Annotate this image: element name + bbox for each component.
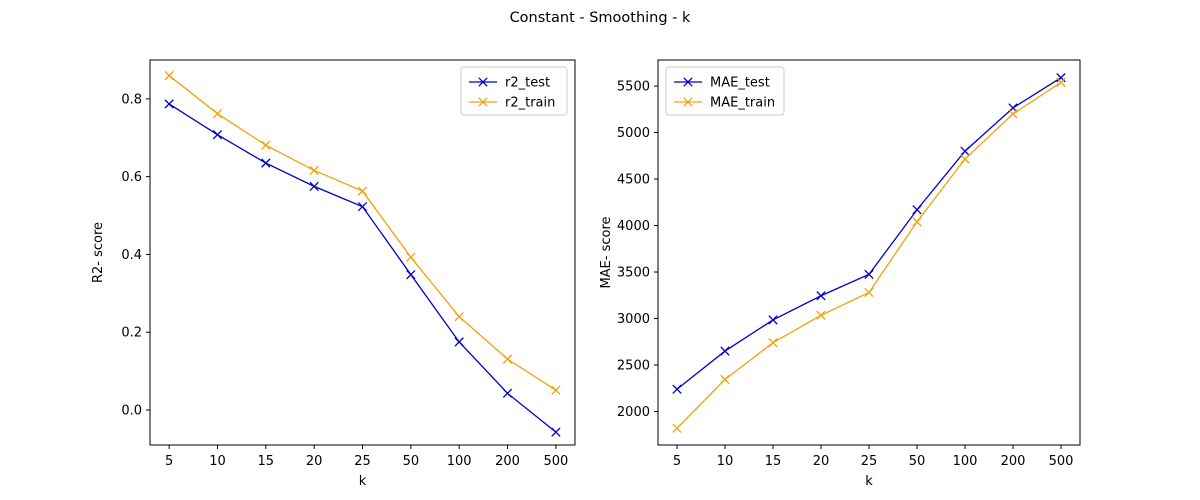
- data-point-mae-test: [768, 315, 778, 325]
- data-point-r2-test: [502, 388, 513, 398]
- y-tick-label: 0.4: [121, 248, 142, 263]
- data-point-mae-train: [864, 287, 874, 298]
- series-line-mae-test: [676, 77, 1062, 390]
- data-point-r2-train: [261, 140, 271, 150]
- y-tick-label: 5000: [617, 126, 650, 141]
- legend-box: [460, 66, 568, 116]
- y-tick-label: 5500: [617, 80, 650, 95]
- x-axis-label: k: [865, 474, 873, 489]
- x-tick-label: 5: [673, 454, 681, 469]
- legend-marker-r2-test: [478, 77, 488, 87]
- x-tick-label: 5: [165, 454, 173, 469]
- data-point-mae-test: [816, 291, 826, 301]
- y-axis-label: R2- score: [91, 222, 106, 283]
- y-tick-label: 2000: [617, 405, 650, 420]
- x-tick-label: 20: [306, 454, 323, 469]
- x-tick-label: 25: [354, 454, 371, 469]
- x-axis-label: k: [359, 474, 367, 489]
- x-tick-label: 50: [403, 454, 420, 469]
- data-point-r2-test: [261, 158, 271, 168]
- y-tick-label: 4000: [617, 219, 650, 234]
- y-tick-label: 2500: [617, 359, 650, 374]
- y-axis-label: MAE- score: [599, 216, 614, 288]
- data-point-r2-train: [406, 252, 416, 262]
- legend-label-r2-train: r2_train: [505, 96, 555, 111]
- x-tick-label: 20: [813, 454, 830, 469]
- data-point-mae-train: [720, 374, 730, 385]
- legend: MAE_test MAE_train: [665, 66, 785, 116]
- x-tick-label: 15: [258, 454, 275, 469]
- data-point-r2-train: [309, 165, 319, 176]
- x-tick-label: 10: [717, 454, 734, 469]
- data-point-r2-train: [551, 385, 561, 395]
- data-point-r2-test: [406, 270, 416, 280]
- figure-suptitle: Constant - Smoothing - k: [510, 10, 691, 26]
- data-point-mae-train: [912, 217, 922, 227]
- data-point-r2-test: [551, 427, 561, 437]
- x-tick-label: 500: [1049, 454, 1074, 469]
- y-tick-label: 4500: [617, 173, 650, 188]
- x-tick-label: 50: [909, 454, 926, 469]
- data-point-mae-test: [960, 146, 970, 156]
- data-point-r2-train: [357, 186, 368, 196]
- x-tick-label: 25: [861, 454, 878, 469]
- data-point-mae-test: [672, 384, 682, 394]
- x-tick-label: 15: [765, 454, 782, 469]
- chart-panel-2: 5 10 15 20 25 50 100 200 500 2000 2500 3000 3500 4000…: [599, 59, 1081, 489]
- legend-box: [665, 66, 785, 116]
- data-point-mae-train: [816, 310, 826, 320]
- data-point-r2-train: [454, 312, 464, 322]
- series-line-mae-train: [676, 81, 1062, 429]
- data-point-mae-train: [1008, 109, 1018, 119]
- legend-marker-mae-train: [683, 97, 693, 107]
- series-line-r2-train: [168, 75, 557, 391]
- data-point-r2-train: [164, 70, 174, 81]
- x-tick-label: 500: [543, 454, 568, 469]
- y-tick-label: 0.2: [121, 326, 142, 341]
- series-line-r2-test: [168, 103, 557, 433]
- y-tick-label: 3000: [617, 312, 650, 327]
- x-tick-label: 10: [209, 454, 226, 469]
- x-tick-label: 200: [1001, 454, 1026, 469]
- x-tick-label: 200: [495, 454, 520, 469]
- legend: r2_test r2_train: [460, 66, 568, 116]
- data-point-r2-train: [502, 354, 513, 364]
- data-point-mae-train: [768, 338, 778, 348]
- data-point-mae-test: [1056, 73, 1066, 83]
- legend-label-mae-test: MAE_test: [710, 76, 770, 91]
- data-point-r2-train: [212, 109, 223, 119]
- data-point-r2-test: [357, 201, 368, 212]
- data-point-mae-train: [960, 154, 970, 164]
- data-point-r2-test: [212, 130, 223, 140]
- x-tick-label: 100: [447, 454, 472, 469]
- data-point-mae-train: [672, 423, 682, 433]
- data-point-mae-test: [864, 269, 874, 280]
- legend-label-r2-test: r2_test: [505, 76, 550, 91]
- data-point-r2-test: [164, 99, 174, 109]
- chart-panel-1: 5 10 15 20 25 50 100 200 500 0.0 0.2 0.4 0.6 0.8 k R2- …: [91, 59, 576, 489]
- data-point-mae-test: [912, 205, 922, 215]
- y-tick-label: 0.0: [121, 404, 142, 419]
- legend-marker-mae-test: [683, 77, 693, 87]
- data-point-mae-test: [720, 346, 730, 356]
- legend-marker-r2-train: [478, 97, 488, 107]
- y-tick-label: 0.8: [121, 92, 142, 107]
- data-point-r2-test: [454, 337, 464, 347]
- y-tick-label: 3500: [617, 266, 650, 281]
- data-point-r2-test: [309, 181, 319, 192]
- y-tick-label: 0.6: [121, 170, 142, 185]
- legend-label-mae-train: MAE_train: [710, 96, 775, 111]
- data-point-mae-train: [1056, 77, 1066, 87]
- x-tick-label: 100: [953, 454, 978, 469]
